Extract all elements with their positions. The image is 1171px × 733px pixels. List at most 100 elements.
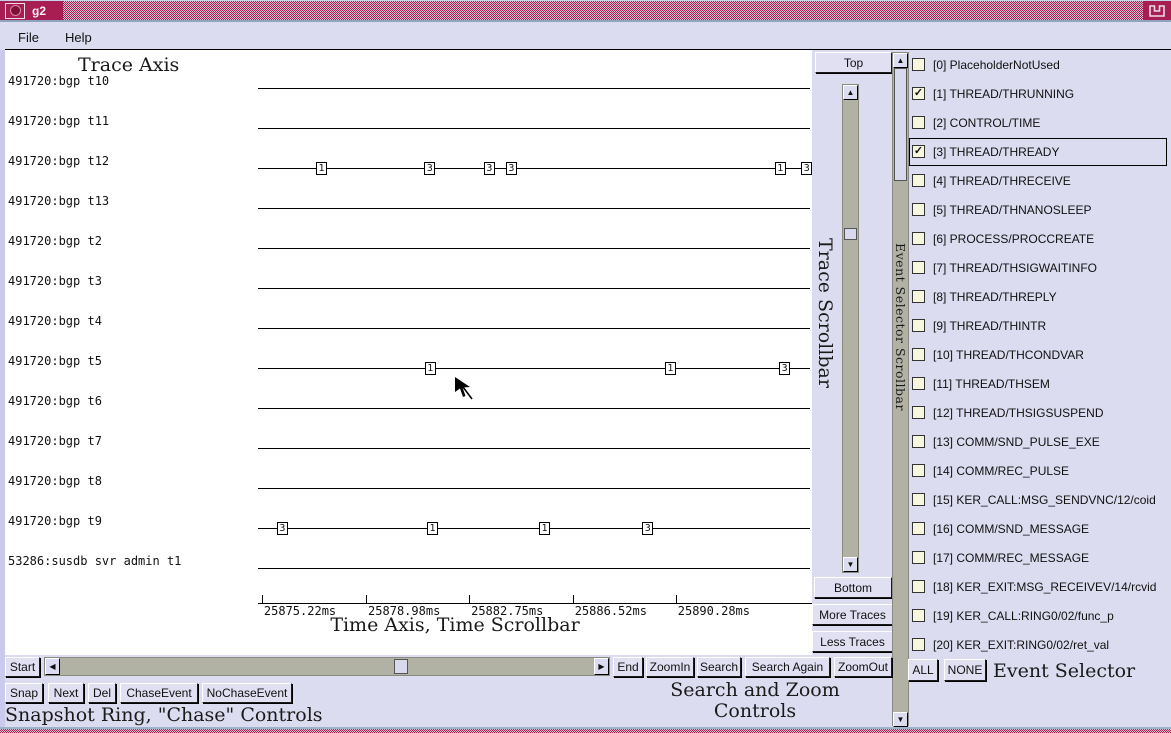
event-selector-annotation: Event Selector [993, 660, 1136, 682]
window-menu-button[interactable] [5, 2, 25, 19]
event-selector-item[interactable]: [11] THREAD/THSEM [910, 371, 1166, 397]
scroll-left-icon[interactable]: ◀ [45, 658, 60, 675]
unchecked-checkbox[interactable] [912, 609, 925, 622]
unchecked-checkbox[interactable] [912, 290, 925, 303]
event-marker[interactable]: 3 [424, 162, 436, 175]
event-selector-item[interactable]: [18] KER_EXIT:MSG_RECEIVEV/14/rcvid [910, 574, 1166, 600]
unchecked-checkbox[interactable] [912, 58, 925, 71]
zoom-in-button[interactable]: ZoomIn [646, 657, 694, 677]
trace-row: 491720:bgp t6 [5, 391, 812, 409]
event-selector-item[interactable]: [10] THREAD/THCONDVAR [910, 342, 1166, 368]
event-selector-item[interactable]: [20] KER_EXIT:RING0/02/ret_val [910, 632, 1166, 658]
more-traces-button[interactable]: More Traces [812, 604, 893, 625]
unchecked-checkbox[interactable] [912, 551, 925, 564]
event-selector-item[interactable]: [13] COMM/SND_PULSE_EXE [910, 429, 1166, 455]
chase-event-button[interactable]: ChaseEvent [120, 683, 198, 703]
scroll-up-icon[interactable]: ▲ [843, 85, 858, 100]
trace-line [258, 128, 810, 129]
search-button[interactable]: Search [697, 657, 741, 677]
unchecked-checkbox[interactable] [912, 580, 925, 593]
menu-help[interactable]: Help [64, 29, 92, 45]
event-marker[interactable]: 1 [774, 162, 786, 175]
search-again-button[interactable]: Search Again [745, 657, 830, 677]
no-chase-event-button[interactable]: NoChaseEvent [202, 683, 292, 703]
unchecked-checkbox[interactable] [912, 406, 925, 419]
event-marker[interactable]: 1 [664, 362, 676, 375]
event-selector-item[interactable]: [5] THREAD/THNANOSLEEP [910, 197, 1166, 223]
event-selector-item[interactable]: [8] THREAD/THREPLY [910, 284, 1166, 310]
unchecked-checkbox[interactable] [912, 493, 925, 506]
event-selector-item[interactable]: [16] COMM/SND_MESSAGE [910, 516, 1166, 542]
unchecked-checkbox[interactable] [912, 232, 925, 245]
end-button[interactable]: End [613, 657, 643, 677]
unchecked-checkbox[interactable] [912, 348, 925, 361]
time-scrollbar-thumb[interactable] [394, 659, 408, 674]
next-button[interactable]: Next [48, 683, 84, 703]
event-marker[interactable]: 3 [483, 162, 495, 175]
checked-checkbox[interactable]: ✓ [912, 145, 925, 158]
trace-line [258, 88, 810, 89]
maximize-icon[interactable] [1148, 4, 1166, 18]
trace-canvas[interactable]: Trace Axis 491720:bgp t10 491720:bgp t11 4… [5, 50, 812, 655]
event-selector-scrollbar[interactable]: ▲ ▼ [892, 52, 909, 727]
unchecked-checkbox[interactable] [912, 319, 925, 332]
event-selector-item[interactable]: ✓ [1] THREAD/THRUNNING [910, 81, 1166, 107]
unchecked-checkbox[interactable] [912, 203, 925, 216]
event-selector-item[interactable]: [19] KER_CALL:RING0/02/func_p [910, 603, 1166, 629]
all-button[interactable]: ALL [908, 659, 938, 681]
time-tick-label: 25890.28ms [677, 604, 750, 618]
event-selector-item[interactable]: [4] THREAD/THRECEIVE [910, 168, 1166, 194]
snap-button[interactable]: Snap [5, 683, 43, 703]
event-selector-scrollbar-thumb[interactable] [894, 68, 907, 181]
unchecked-checkbox[interactable] [912, 261, 925, 274]
event-marker[interactable]: 3 [642, 522, 654, 535]
start-button[interactable]: Start [5, 657, 40, 677]
unchecked-checkbox[interactable] [912, 377, 925, 390]
zoom-out-button[interactable]: ZoomOut [834, 657, 892, 677]
scroll-right-icon[interactable]: ▶ [594, 658, 609, 675]
event-marker[interactable]: 3 [801, 162, 812, 175]
unchecked-checkbox[interactable] [912, 638, 925, 651]
none-button[interactable]: NONE [944, 659, 986, 681]
event-marker[interactable]: 3 [779, 362, 791, 375]
event-selector-item[interactable]: [9] THREAD/THINTR [910, 313, 1166, 339]
window-menu-icon [9, 5, 21, 16]
event-selector-item[interactable]: [17] COMM/REC_MESSAGE [910, 545, 1166, 571]
del-button[interactable]: Del [88, 683, 116, 703]
menu-file[interactable]: File [18, 29, 39, 45]
bottom-button[interactable]: Bottom [814, 577, 892, 598]
scroll-up-icon[interactable]: ▲ [893, 53, 908, 68]
snapshot-ring-annotation: Snapshot Ring, "Chase" Controls [5, 704, 323, 726]
scroll-down-icon[interactable]: ▼ [893, 712, 908, 727]
time-tick: 25890.28ms [675, 595, 750, 618]
time-scrollbar[interactable]: ◀ ▶ [44, 657, 610, 676]
unchecked-checkbox[interactable] [912, 435, 925, 448]
unchecked-checkbox[interactable] [912, 116, 925, 129]
trace-scrollbar-thumb[interactable] [844, 228, 857, 240]
event-selector-item[interactable]: [2] CONTROL/TIME [910, 110, 1166, 136]
event-selector-item[interactable]: ✓ [3] THREAD/THREADY [910, 139, 1166, 165]
trace-line [258, 328, 810, 329]
event-selector-item[interactable]: [6] PROCESS/PROCCREATE [910, 226, 1166, 252]
unchecked-checkbox[interactable] [912, 174, 925, 187]
event-selector-item[interactable]: [0] PlaceholderNotUsed [910, 52, 1166, 78]
trace-scrollbar[interactable]: ▲ ▼ [842, 84, 859, 573]
title-bar[interactable]: g2 [0, 0, 1171, 22]
scroll-down-icon[interactable]: ▼ [843, 557, 858, 572]
event-selector-item[interactable]: [7] THREAD/THSIGWAITINFO [910, 255, 1166, 281]
less-traces-button[interactable]: Less Traces [812, 631, 893, 652]
event-selector-item[interactable]: [14] COMM/REC_PULSE [910, 458, 1166, 484]
event-marker[interactable]: 1 [424, 362, 436, 375]
event-marker[interactable]: 1 [426, 522, 438, 535]
top-button[interactable]: Top [815, 52, 892, 73]
event-selector-label: [6] PROCESS/PROCCREATE [933, 232, 1095, 246]
event-marker[interactable]: 3 [276, 522, 288, 535]
event-marker[interactable]: 1 [539, 522, 551, 535]
event-marker[interactable]: 3 [505, 162, 517, 175]
unchecked-checkbox[interactable] [912, 464, 925, 477]
event-marker[interactable]: 1 [316, 162, 328, 175]
event-selector-item[interactable]: [15] KER_CALL:MSG_SENDVNC/12/coid [910, 487, 1166, 513]
event-selector-item[interactable]: [12] THREAD/THSIGSUSPEND [910, 400, 1166, 426]
checked-checkbox[interactable]: ✓ [912, 87, 925, 100]
unchecked-checkbox[interactable] [912, 522, 925, 535]
